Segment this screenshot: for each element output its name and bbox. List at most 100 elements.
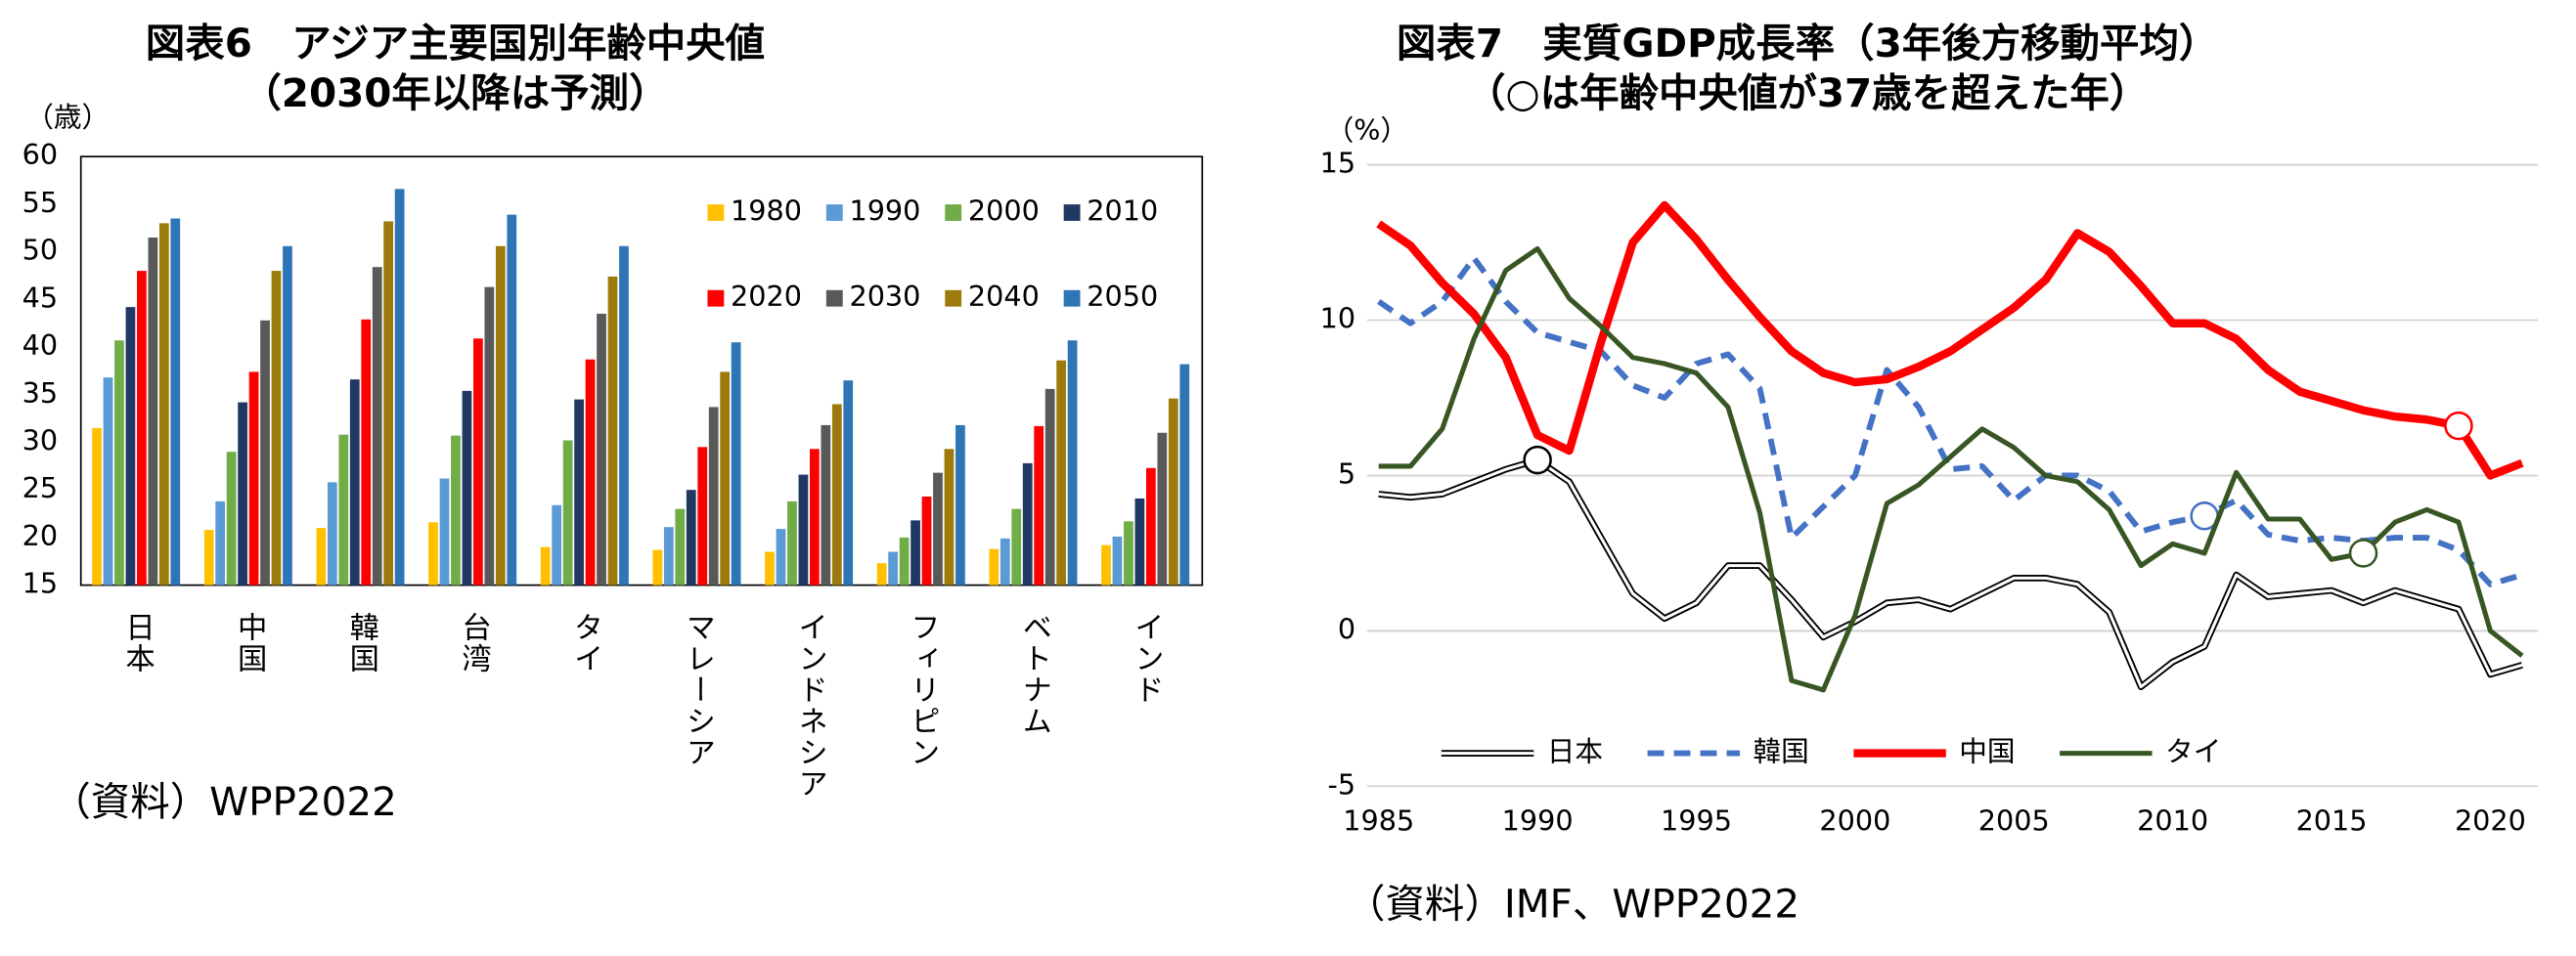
series-line [1378, 456, 2523, 690]
source-note: （資料）WPP2022 [51, 778, 397, 825]
bar [585, 359, 596, 586]
bar [787, 500, 797, 586]
y-tick-label: 15 [1320, 147, 1355, 180]
bar [1112, 536, 1123, 586]
bar [158, 223, 169, 586]
x-tick-label: フィリピン [905, 612, 939, 768]
bar [663, 527, 674, 586]
bar [238, 402, 247, 586]
chart-subtitle: （2030年以降は予測） [242, 69, 668, 116]
bar [372, 267, 382, 586]
bar [137, 271, 147, 586]
bar [394, 189, 405, 586]
x-tick-label: ベトナム [1017, 612, 1051, 737]
bar [316, 528, 327, 586]
bar [562, 440, 573, 586]
bar [1011, 508, 1022, 586]
legend-label: 日本 [1547, 735, 1603, 768]
legend-label: 2020 [731, 280, 802, 313]
bar [327, 482, 337, 586]
bar [798, 474, 809, 586]
x-tick-label: 日本 [120, 612, 155, 674]
chart-subtitle: （○は年齢中央値が37歳を超えた年） [1466, 69, 2149, 116]
x-tick-label: 2015 [2296, 804, 2368, 837]
bar [1168, 398, 1178, 586]
y-axis-label: （%） [1326, 113, 1409, 147]
bar [92, 427, 102, 586]
bar [215, 500, 226, 586]
bar [686, 490, 696, 586]
bar [708, 407, 719, 586]
x-tick-label: 2005 [1978, 804, 2050, 837]
bar [349, 379, 360, 586]
legend-swatch [1063, 204, 1081, 221]
x-tick-label: 1985 [1343, 804, 1414, 837]
bar [1067, 340, 1078, 586]
bar [248, 371, 259, 586]
bar [260, 320, 270, 586]
bar [944, 449, 955, 586]
y-tick-label: 20 [22, 519, 58, 552]
bar [1056, 360, 1067, 586]
series-line [1378, 245, 2524, 693]
legend-swatch [825, 289, 843, 307]
bar [540, 546, 551, 586]
bar [821, 424, 831, 586]
legend-label: 1990 [849, 195, 920, 228]
bar [810, 449, 820, 586]
legend-label: 2030 [849, 280, 920, 313]
x-tick-label: 2010 [2137, 804, 2208, 837]
bar [921, 496, 932, 586]
bar [1124, 521, 1133, 586]
legend-label: 2040 [968, 280, 1040, 313]
bar [675, 508, 686, 586]
highlight-marker [2444, 411, 2473, 441]
legend-swatch [707, 289, 725, 307]
y-tick-label: 50 [22, 234, 58, 267]
bar [1044, 388, 1055, 586]
legend-label: タイ [2165, 735, 2221, 768]
y-tick-label: 15 [22, 567, 58, 600]
bar [473, 338, 483, 586]
bar [507, 214, 517, 586]
series-line [1376, 200, 2524, 480]
legend-swatch [707, 204, 725, 221]
x-tick-label: マレーシア [681, 612, 715, 768]
bar [271, 271, 282, 586]
bar [933, 472, 943, 586]
y-tick-label: 0 [1338, 612, 1355, 645]
bar [1157, 432, 1168, 586]
bar [899, 537, 910, 586]
bar [462, 390, 472, 586]
bar [103, 377, 113, 586]
bar [607, 276, 618, 586]
x-tick-label: 台湾 [457, 611, 491, 674]
y-tick-label: -5 [1328, 767, 1356, 801]
y-tick-label: 10 [1320, 302, 1355, 335]
bar [652, 549, 663, 586]
chart-title: 図表7 実質GDP成長率（3年後方移動平均） [1397, 20, 2218, 66]
y-tick-label: 30 [22, 423, 58, 456]
bar [989, 548, 999, 586]
series-line [1378, 458, 2523, 689]
bar [1179, 364, 1190, 586]
bar [831, 404, 842, 586]
bar [170, 218, 181, 586]
bar [910, 520, 920, 586]
chart-title: 図表6 アジア主要国別年齢中央値 [146, 20, 765, 66]
legend-label: 1980 [731, 195, 802, 228]
bar [1101, 544, 1111, 586]
x-tick-label: インドネシア [793, 612, 827, 800]
bar [451, 435, 461, 586]
y-tick-label: 25 [22, 471, 58, 504]
bar [876, 563, 887, 586]
bar [1034, 425, 1044, 586]
bar [484, 286, 495, 586]
y-tick-label: 45 [22, 281, 58, 314]
legend-label: 韓国 [1754, 735, 1809, 768]
y-tick-label: 55 [22, 186, 58, 219]
bar [888, 551, 899, 586]
bar [495, 245, 506, 586]
x-tick-label: 韓国 [344, 611, 378, 674]
